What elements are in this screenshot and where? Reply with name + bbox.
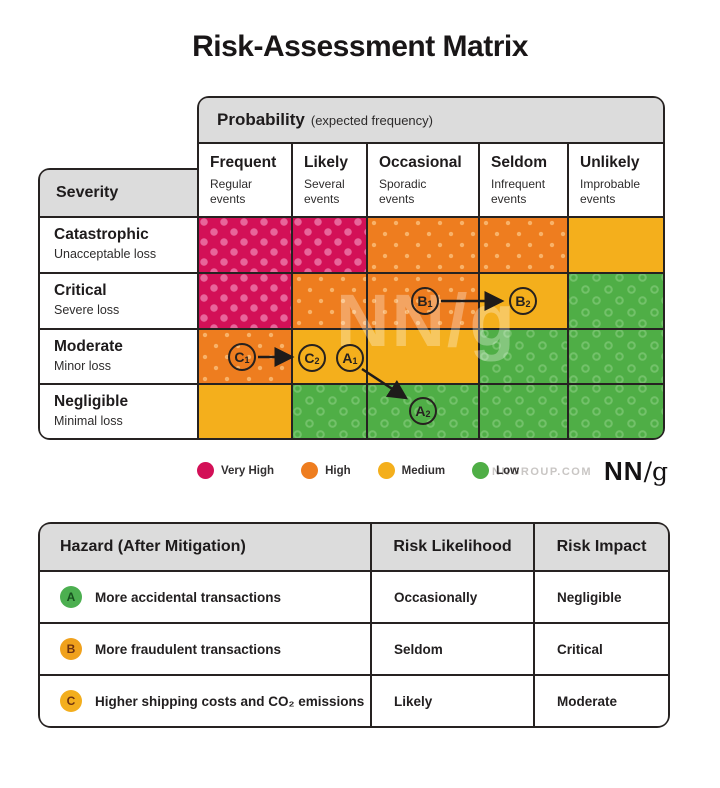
column-header-likely: Likely Several events	[293, 144, 366, 216]
severity-row-negligible: Negligible Minimal loss	[40, 385, 197, 438]
matrix-cell	[199, 385, 291, 438]
hazard-table-header-likelihood: Risk Likelihood	[372, 524, 533, 570]
table-row-b-hazard: B More fraudulent transactions	[40, 624, 370, 674]
column-header-unlikely: Unlikely Improbable events	[569, 144, 663, 216]
matrix-cell	[293, 385, 366, 438]
table-row-c-likelihood: Likely	[372, 676, 533, 726]
matrix-cell	[293, 274, 366, 328]
matrix-cell	[480, 330, 567, 383]
probability-title: Probability	[217, 110, 305, 129]
matrix-cell	[569, 330, 663, 383]
column-header-occasional: Occasional Sporadic events	[368, 144, 478, 216]
severity-header: Severity	[40, 170, 197, 216]
table-row-c-hazard: C Higher shipping costs and CO₂ emission…	[40, 676, 370, 726]
matrix-cell	[199, 274, 291, 328]
very-high-dot-icon	[197, 462, 214, 479]
badge-a: A	[60, 586, 82, 608]
legend-item-very-high: Very High	[197, 462, 274, 479]
matrix-cell	[569, 274, 663, 328]
probability-matrix: Probability (expected frequency) Frequen…	[197, 96, 665, 440]
low-dot-icon	[472, 462, 490, 479]
high-dot-icon	[301, 462, 319, 479]
hazard-table: Hazard (After Mitigation) Risk Likelihoo…	[38, 522, 670, 728]
medium-dot-icon	[377, 462, 395, 479]
nngroup-url: NNGROUP.COM	[491, 465, 592, 478]
badge-c: C	[60, 690, 82, 712]
probability-subtitle: (expected frequency)	[310, 112, 433, 128]
table-row-a-hazard: A More accidental transactions	[40, 572, 370, 622]
hazard-table-header-impact: Risk Impact	[535, 524, 668, 570]
severity-column: Severity Catastrophic Unacceptable loss …	[38, 168, 199, 440]
matrix-cell	[480, 218, 567, 272]
legend-item-low: Low	[472, 462, 519, 479]
matrix-cell	[480, 385, 567, 438]
legend-item-medium: Medium	[377, 462, 445, 479]
column-header-seldom: Seldom Infrequent events	[480, 144, 567, 216]
risk-legend: Very High High Medium Low	[197, 462, 519, 479]
branding: NNGROUP.COM NN/g	[492, 456, 668, 487]
table-row-a-likelihood: Occasionally	[372, 572, 533, 622]
probability-header: Probability (expected frequency)	[199, 98, 663, 142]
severity-row-catastrophic: Catastrophic Unacceptable loss	[40, 218, 197, 272]
matrix-cell	[293, 218, 366, 272]
column-header-frequent: Frequent Regular events	[199, 144, 291, 216]
table-row-b-impact: Critical	[535, 624, 668, 674]
nng-logo: NN/g	[604, 456, 668, 486]
legend-item-high: High	[301, 462, 351, 479]
table-row-c-impact: Moderate	[535, 676, 668, 726]
hazard-table-header-hazard: Hazard (After Mitigation)	[40, 524, 370, 570]
badge-b: B	[60, 638, 82, 660]
severity-row-moderate: Moderate Minor loss	[40, 330, 197, 383]
page-title: Risk-Assessment Matrix	[192, 30, 528, 63]
severity-row-critical: Critical Severe loss	[40, 274, 197, 328]
table-row-b-likelihood: Seldom	[372, 624, 533, 674]
matrix-cell	[199, 218, 291, 272]
matrix-cell	[368, 218, 478, 272]
matrix-cell	[569, 385, 663, 438]
matrix-cell	[368, 330, 478, 383]
matrix-cell	[569, 218, 663, 272]
table-row-a-impact: Negligible	[535, 572, 668, 622]
